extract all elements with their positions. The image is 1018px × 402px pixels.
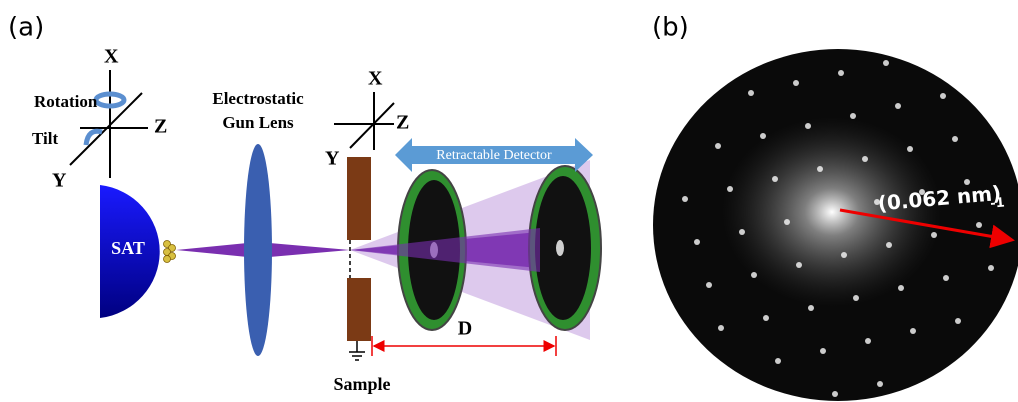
spot xyxy=(886,242,892,248)
spot xyxy=(877,381,883,387)
spot xyxy=(775,358,781,364)
lens xyxy=(244,144,272,356)
spot xyxy=(739,229,745,235)
sample xyxy=(347,278,371,341)
spot xyxy=(898,285,904,291)
spot xyxy=(748,90,754,96)
spot xyxy=(727,186,733,192)
sample-label: Sample xyxy=(333,374,390,394)
spot xyxy=(943,275,949,281)
spot xyxy=(832,391,838,397)
spot xyxy=(805,123,811,129)
spot xyxy=(751,272,757,278)
rotation-label: Rotation xyxy=(34,92,98,111)
scale-exponent: -1 xyxy=(990,195,1006,211)
spot xyxy=(760,133,766,139)
spot xyxy=(694,239,700,245)
spot xyxy=(718,325,724,331)
spot xyxy=(808,305,814,311)
spot xyxy=(853,295,859,301)
spot xyxy=(763,315,769,321)
spot xyxy=(841,252,847,258)
sample xyxy=(347,157,371,240)
spot xyxy=(895,103,901,109)
axis-label: X xyxy=(368,68,383,90)
ground xyxy=(349,341,365,360)
lens-label: Electrostatic xyxy=(212,89,304,108)
sample-axes xyxy=(334,92,394,150)
spot xyxy=(988,265,994,271)
detector-label: Retractable Detector xyxy=(436,148,552,163)
panel-label: (b) xyxy=(652,13,689,43)
tip-atoms xyxy=(164,241,176,263)
spot xyxy=(952,136,958,142)
spot xyxy=(793,80,799,86)
spot xyxy=(796,262,802,268)
spot xyxy=(838,70,844,76)
lens-label: Gun Lens xyxy=(222,113,294,132)
axis-label: Z xyxy=(154,116,167,138)
spot xyxy=(820,348,826,354)
distance-label: D xyxy=(458,318,472,340)
axis-label: X xyxy=(104,46,119,68)
spot xyxy=(706,282,712,288)
spot xyxy=(862,156,868,162)
spot xyxy=(784,219,790,225)
panel-label: (a) xyxy=(8,13,44,43)
figure: (a) X Z Y Rotation Tilt SAT Electrostati… xyxy=(0,0,1018,402)
source-label: SAT xyxy=(111,238,145,258)
spot xyxy=(715,143,721,149)
spot xyxy=(940,93,946,99)
spot xyxy=(931,232,937,238)
spot xyxy=(682,196,688,202)
spot xyxy=(865,338,871,344)
tip-axes xyxy=(70,70,148,178)
axis-label: Y xyxy=(52,170,67,192)
spot xyxy=(772,176,778,182)
tilt-label: Tilt xyxy=(32,129,58,148)
spot xyxy=(976,222,982,228)
spot xyxy=(907,146,913,152)
spot xyxy=(850,113,856,119)
axis-label: Z xyxy=(396,112,409,134)
spot xyxy=(817,166,823,172)
spot xyxy=(955,318,961,324)
spot xyxy=(883,60,889,66)
spot xyxy=(910,328,916,334)
axis-label: Y xyxy=(325,148,340,170)
tilt-arrow xyxy=(86,131,102,145)
